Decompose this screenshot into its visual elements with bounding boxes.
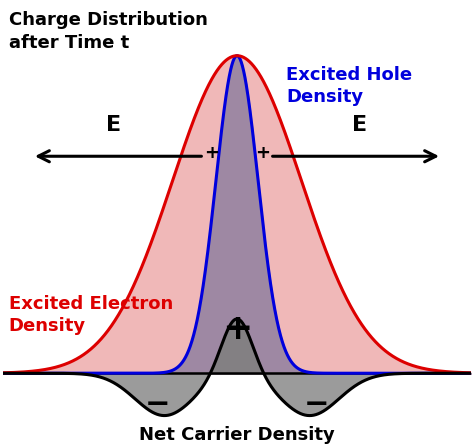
Text: E: E (352, 115, 367, 134)
Text: E: E (107, 115, 122, 134)
Text: Charge Distribution
after Time t: Charge Distribution after Time t (9, 11, 208, 52)
Text: −: − (145, 391, 170, 419)
Text: Net Carrier Density: Net Carrier Density (139, 426, 335, 444)
Text: +: + (204, 144, 219, 162)
Text: +: + (255, 144, 270, 162)
Text: +: + (222, 312, 252, 346)
Text: Excited Electron
Density: Excited Electron Density (9, 295, 173, 335)
Text: −: − (304, 391, 329, 419)
Text: Excited Hole
Density: Excited Hole Density (286, 66, 412, 107)
